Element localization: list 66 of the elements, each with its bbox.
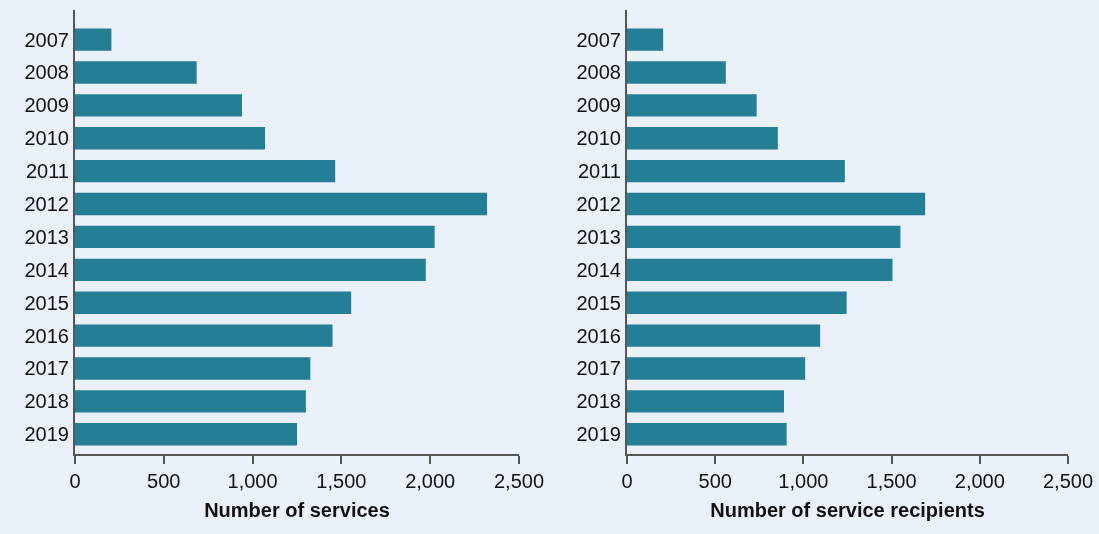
- bar: [627, 324, 821, 347]
- bar: [75, 291, 352, 314]
- bar: [627, 127, 778, 150]
- x-axis-title: Number of services: [204, 499, 390, 521]
- x-tick-label: 0: [69, 470, 81, 492]
- x-tick-label: 2,500: [1042, 470, 1094, 492]
- y-tick-label: 2007: [576, 28, 621, 51]
- bar: [627, 258, 893, 281]
- y-tick-label: 2009: [24, 94, 69, 117]
- y-tick-label: 2009: [576, 94, 621, 117]
- bar: [627, 159, 845, 183]
- bar: [627, 291, 847, 314]
- y-tick-label: 2012: [576, 193, 621, 216]
- bar: [75, 127, 266, 150]
- y-tick-label: 2018: [576, 390, 621, 413]
- y-tick-label: 2012: [24, 193, 69, 216]
- x-tick-label: 1,000: [778, 470, 829, 492]
- y-tick-label: 2014: [24, 258, 69, 281]
- x-tick-label: 500: [147, 470, 181, 492]
- bar: [75, 28, 112, 51]
- y-tick-label: 2015: [576, 291, 621, 314]
- x-axis-title: Number of service recipients: [710, 499, 985, 521]
- bar: [75, 357, 311, 380]
- bar: [75, 159, 336, 183]
- y-tick-label: 2013: [24, 225, 69, 248]
- bar: [627, 390, 784, 413]
- bar: [75, 225, 435, 249]
- y-tick-label: 2008: [576, 61, 621, 84]
- y-tick-label: 2010: [576, 127, 621, 150]
- x-tick-label: 1,000: [227, 470, 278, 492]
- y-tick-label: 2014: [576, 258, 621, 281]
- x-tick-label: 1,500: [866, 470, 917, 492]
- x-tick-label: 0: [621, 470, 633, 492]
- y-tick-label: 2018: [24, 390, 69, 413]
- bar: [75, 390, 306, 413]
- x-tick-label: 500: [698, 470, 732, 492]
- bar: [627, 192, 926, 216]
- x-tick-label: 1,500: [316, 470, 367, 492]
- y-tick-label: 2015: [24, 291, 69, 314]
- x-tick-label: 2,500: [493, 470, 545, 492]
- bar: [627, 94, 757, 117]
- bar: [75, 192, 488, 216]
- bar: [75, 258, 426, 281]
- y-tick-label: 2013: [576, 225, 621, 248]
- bar: [627, 28, 664, 51]
- bar: [75, 61, 197, 84]
- bar: [627, 61, 726, 84]
- y-tick-label: 2016: [24, 324, 69, 347]
- y-tick-label: 2011: [25, 160, 69, 183]
- y-tick-label: 2019: [24, 423, 69, 446]
- bar: [75, 94, 242, 117]
- y-tick-label: 2010: [24, 127, 69, 150]
- bar: [627, 357, 806, 380]
- bar: [75, 423, 297, 446]
- bar: [627, 225, 901, 249]
- x-tick-label: 2,000: [954, 470, 1005, 492]
- y-tick-label: 2019: [576, 423, 621, 446]
- x-tick-label: 2,000: [405, 470, 456, 492]
- y-tick-label: 2016: [576, 324, 621, 347]
- y-tick-label: 2017: [576, 357, 621, 380]
- y-tick-label: 2011: [577, 160, 621, 183]
- bar: [627, 423, 787, 446]
- y-tick-label: 2017: [24, 357, 69, 380]
- y-tick-label: 2008: [24, 61, 69, 84]
- y-tick-label: 2007: [24, 28, 69, 51]
- bar: [75, 324, 333, 347]
